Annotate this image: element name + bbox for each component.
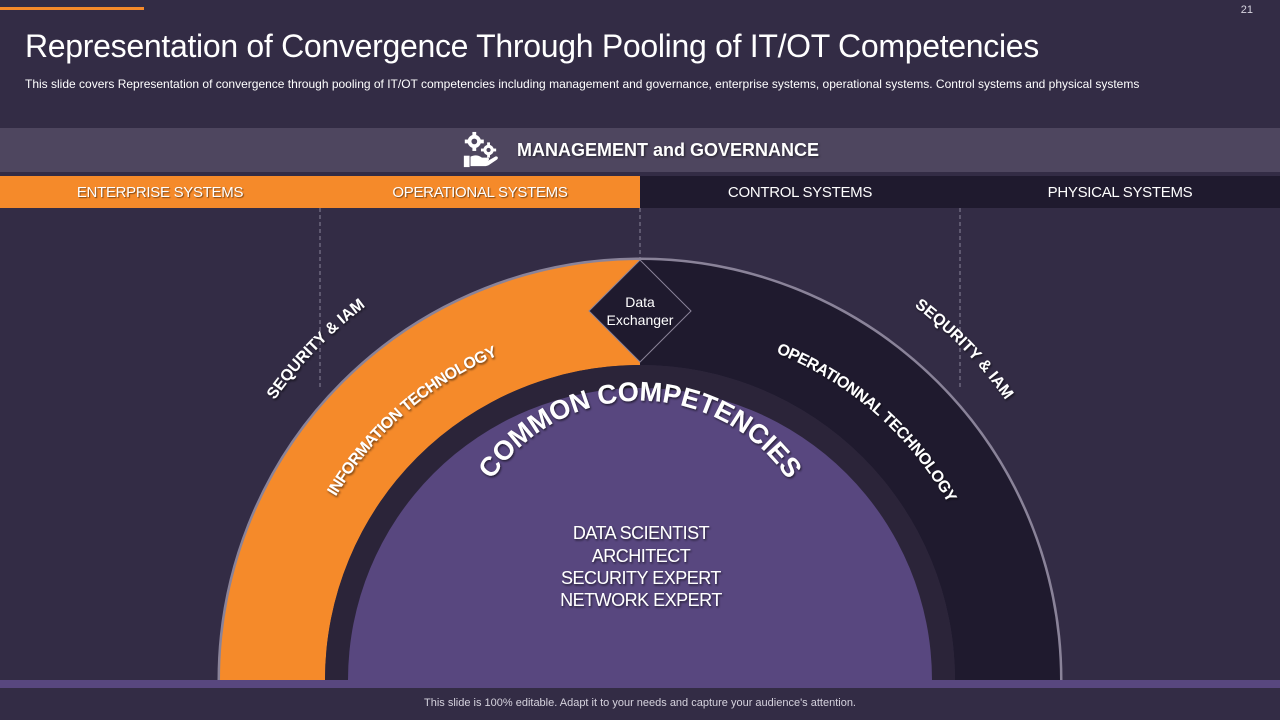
operational-technology-band xyxy=(640,260,1060,680)
slide-title: Representation of Convergence Through Po… xyxy=(25,28,1039,64)
footer-text: This slide is 100% editable. Adapt it to… xyxy=(424,697,856,709)
control-systems-label: CONTROL SYSTEMS xyxy=(640,176,960,208)
role-network-expert: NETWORK EXPERT xyxy=(560,590,722,610)
bottom-strip xyxy=(0,680,1280,688)
page-number: 21 xyxy=(1240,4,1253,16)
information-technology-band xyxy=(220,260,640,680)
management-governance-bar: MANAGEMENT and GOVERNANCE xyxy=(0,128,1280,172)
operational-systems-label: OPERATIONAL SYSTEMS xyxy=(320,176,640,208)
common-competencies-area xyxy=(348,388,932,680)
data-exchanger-line2: Exchanger xyxy=(607,312,674,328)
physical-systems-label: PHYSICAL SYSTEMS xyxy=(960,176,1280,208)
systems-row: ENTERPRISE SYSTEMS OPERATIONAL SYSTEMS C… xyxy=(0,176,1280,208)
convergence-diagram: Data Exchanger SEQURITY & IAM SEQURITY &… xyxy=(0,208,1280,680)
gears-hand-icon xyxy=(463,131,498,168)
outer-rim xyxy=(217,257,1063,680)
role-security-expert: SECURITY EXPERT xyxy=(561,568,721,588)
title-accent-line xyxy=(0,7,144,10)
enterprise-systems-label: ENTERPRISE SYSTEMS xyxy=(0,176,320,208)
role-data-scientist: DATA SCIENTIST xyxy=(573,523,710,543)
role-architect: ARCHITECT xyxy=(592,546,691,566)
management-governance-label: MANAGEMENT and GOVERNANCE xyxy=(516,139,819,160)
data-exchanger-line1: Data xyxy=(625,294,655,310)
data-exchanger-diamond xyxy=(588,259,692,363)
slide-subtitle: This slide covers Representation of conv… xyxy=(25,77,1140,91)
